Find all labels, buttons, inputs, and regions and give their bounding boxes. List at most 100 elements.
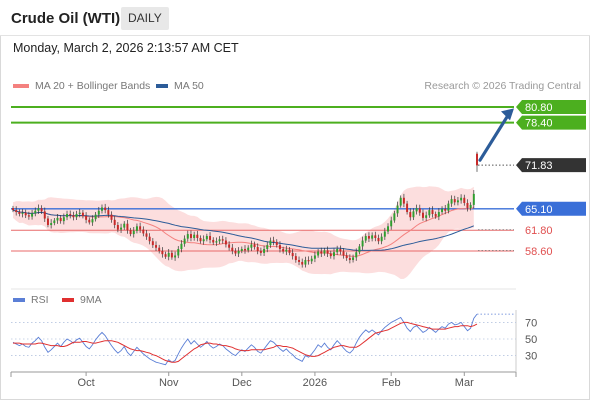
candle (266, 241, 269, 253)
candle-body (180, 243, 183, 249)
candle-body (224, 240, 227, 245)
candle-body (450, 199, 453, 204)
candle-body (46, 218, 49, 226)
candle-body (104, 207, 107, 211)
candle-body (161, 250, 164, 255)
level-tag-bg (516, 201, 586, 216)
candle-body (91, 219, 94, 223)
candle (409, 208, 412, 221)
candle (145, 229, 148, 240)
candle-body (78, 212, 81, 214)
candle-body (218, 239, 221, 242)
candle-body (132, 230, 135, 235)
candle-body (466, 202, 469, 209)
candle (97, 206, 100, 219)
candle (126, 219, 129, 234)
candle-body (135, 226, 138, 231)
candle (21, 208, 24, 218)
candle-body (110, 214, 113, 220)
candle-body (406, 203, 409, 213)
candle (447, 200, 450, 214)
candle (174, 251, 177, 261)
candle-body (339, 248, 342, 252)
candle (43, 207, 46, 222)
candle (345, 252, 348, 261)
candle-body (463, 197, 466, 203)
ma50-swatch (156, 84, 168, 88)
level-tag-text: 80.80 (525, 102, 553, 114)
candle-body (320, 251, 323, 254)
candle (450, 195, 453, 207)
candle (132, 226, 135, 238)
candle-body (142, 229, 145, 234)
candle (101, 204, 103, 214)
candle (34, 207, 37, 217)
candle-body (380, 236, 383, 242)
candle (69, 210, 72, 219)
candle-body (418, 208, 421, 213)
candle (113, 216, 116, 229)
candle (472, 190, 475, 209)
candle (355, 248, 358, 261)
candle (361, 236, 364, 250)
candle (402, 193, 405, 208)
candle-body (120, 227, 123, 230)
candle-body (174, 255, 177, 258)
candle-body (101, 207, 103, 211)
candle-body (116, 225, 119, 230)
candle-body (148, 236, 151, 242)
candle (218, 236, 221, 245)
candle (228, 241, 231, 251)
candle-body (428, 210, 431, 216)
timeframe-button[interactable]: DAILY (121, 7, 169, 30)
candle (91, 215, 94, 226)
rsi-tick-label: 70 (525, 317, 537, 329)
candle (56, 214, 59, 224)
candle (24, 209, 27, 219)
candle-body (269, 240, 272, 246)
candle-body (294, 256, 297, 261)
candle-body (31, 213, 34, 217)
candle (307, 256, 310, 265)
x-axis-label: Nov (159, 377, 179, 389)
candle (320, 247, 323, 258)
x-axis-label: Feb (382, 377, 401, 389)
candle (104, 203, 107, 214)
level-tag-text: 71.83 (525, 160, 553, 172)
candle-body (202, 239, 205, 242)
candle (304, 256, 307, 268)
candle-body (259, 250, 262, 253)
candle (234, 248, 237, 257)
candle-body (244, 248, 246, 251)
candle-body (348, 258, 351, 261)
rsi-line (12, 313, 478, 366)
candle-body (431, 210, 434, 214)
candle (78, 208, 81, 218)
candle-body (43, 211, 46, 219)
candle-body (272, 240, 275, 242)
legend-ma20: MA 20 + Bollinger Bands (13, 80, 150, 92)
candle-body (304, 260, 307, 265)
candle (456, 196, 459, 206)
candle (272, 236, 275, 246)
candle (161, 247, 164, 258)
candle-body (421, 212, 424, 218)
candle-body (317, 251, 320, 256)
candle (129, 227, 132, 237)
candle (46, 216, 49, 228)
level-tag-80.80: 80.80 (516, 100, 586, 115)
candle (170, 250, 173, 260)
candle-body (383, 231, 386, 237)
candle (418, 204, 421, 216)
candle-body (396, 205, 399, 214)
candle (212, 237, 215, 245)
candle (437, 208, 440, 221)
candle (377, 234, 380, 245)
level-tag-text: 78.40 (525, 118, 553, 130)
candle (107, 206, 110, 218)
candle-body (329, 253, 332, 257)
candle (66, 210, 69, 221)
candle-body (228, 244, 231, 248)
candle (31, 209, 34, 220)
candle-body (186, 234, 189, 239)
